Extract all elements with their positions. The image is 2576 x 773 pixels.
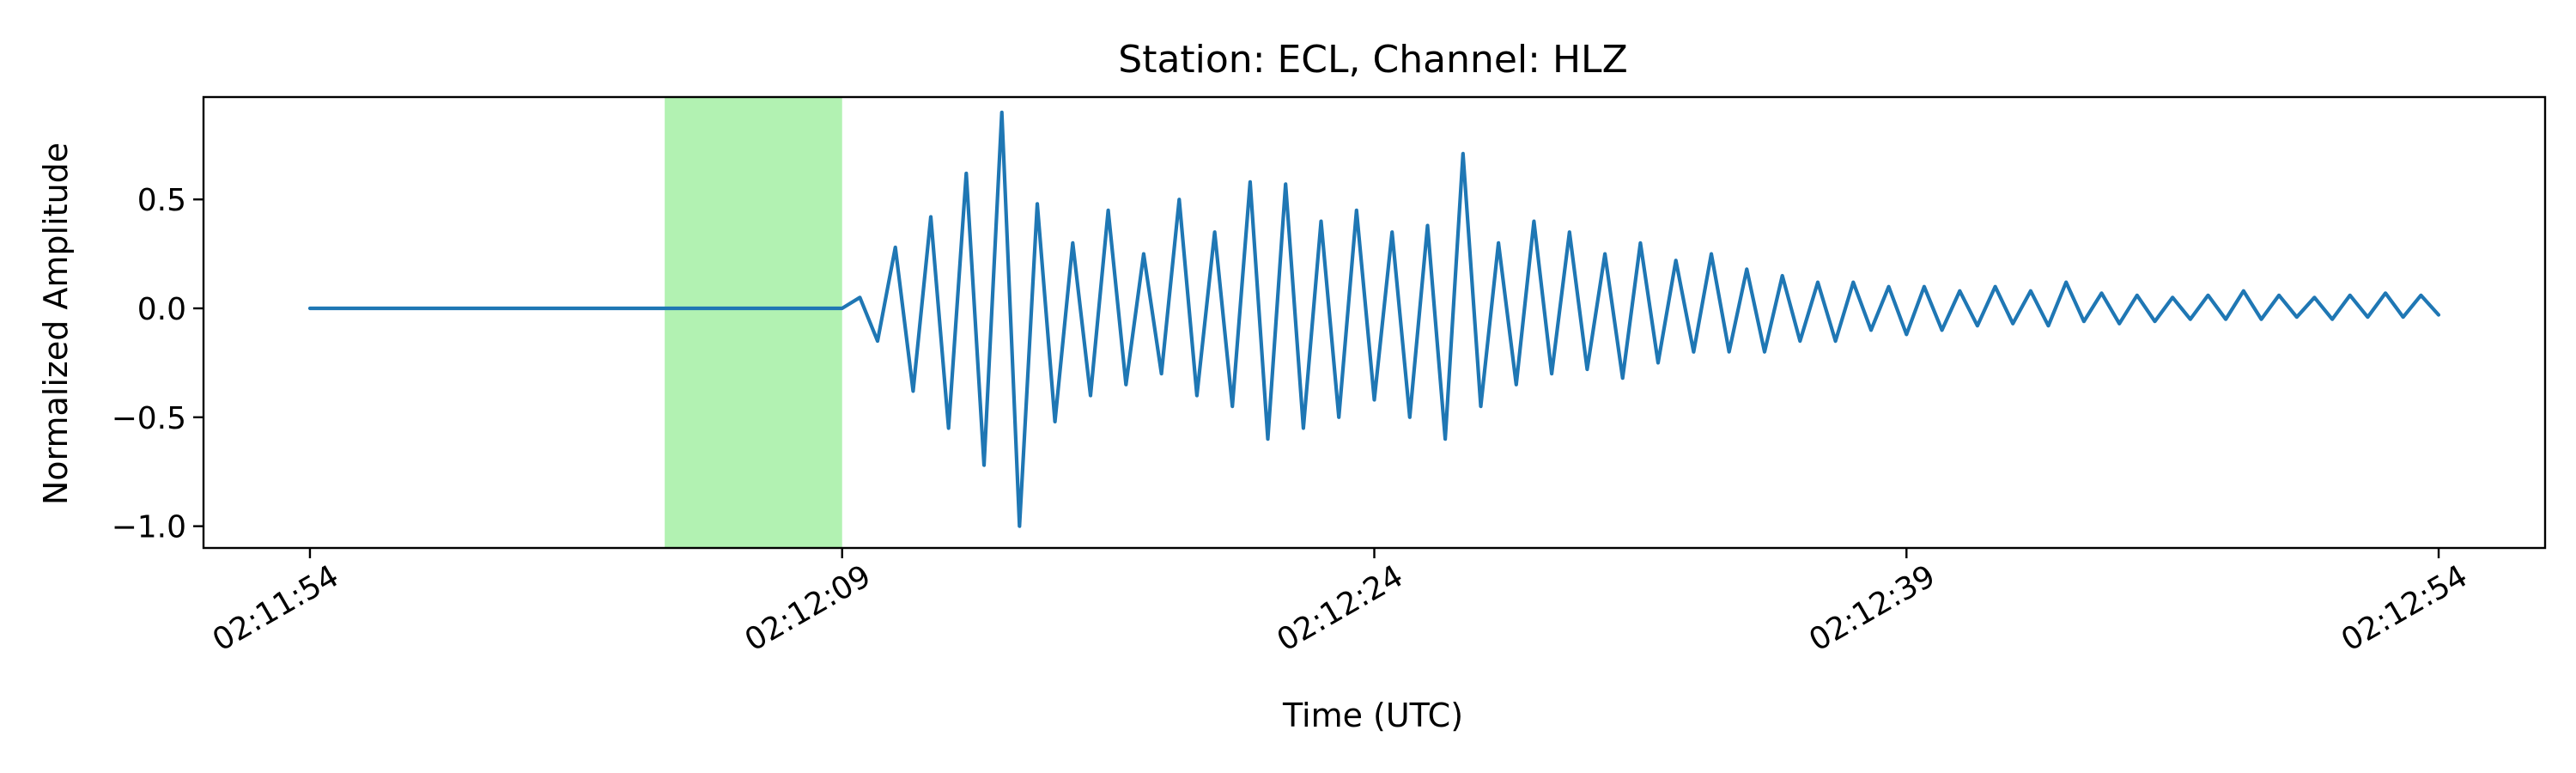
y-axis: 0.5 0.0 −0.5 −1.0 — [112, 183, 204, 545]
x-tick-label: 02:12:24 — [1271, 558, 1409, 658]
series-line — [307, 110, 2441, 528]
plot-frame — [202, 95, 2547, 550]
x-tick-label: 02:12:39 — [1803, 558, 1941, 658]
y-tick-label: 0.0 — [137, 292, 186, 327]
x-axis-label: Time (UTC) — [1282, 697, 1463, 734]
y-tick-label: −0.5 — [112, 401, 186, 436]
y-tick-label: 0.5 — [137, 183, 186, 218]
highlight-span — [665, 97, 842, 548]
y-tick-label: −1.0 — [112, 510, 186, 545]
x-tick-label: 02:12:54 — [2336, 558, 2474, 658]
x-tick-label: 02:11:54 — [207, 558, 345, 658]
x-tick-label: 02:12:09 — [739, 558, 878, 658]
chart-title: Station: ECL, Channel: HLZ — [1118, 38, 1627, 82]
x-axis: 02:11:54 02:12:09 02:12:24 02:12:39 02:12:54 — [207, 548, 2474, 659]
y-axis-label: Normalized Amplitude — [37, 143, 75, 505]
plot-area — [202, 95, 2547, 550]
